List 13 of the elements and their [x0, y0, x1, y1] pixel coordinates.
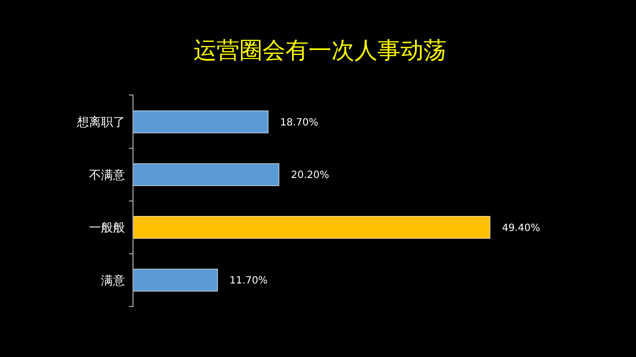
- y-tick-label: 不满意: [89, 168, 125, 182]
- chart-title: 运营圈会有一次人事动荡: [194, 38, 446, 64]
- data-label: 18.70%: [280, 117, 318, 128]
- bar: [132, 110, 268, 134]
- bar: [132, 268, 218, 292]
- bar: [132, 163, 280, 186]
- y-tick-label: 想离职了: [76, 115, 125, 130]
- bar: [132, 216, 490, 239]
- y-tick-label: 一般般: [89, 220, 125, 235]
- y-tick-label: 满意: [101, 273, 125, 288]
- data-label: 49.40%: [502, 222, 540, 234]
- data-label: 20.20%: [290, 170, 330, 182]
- data-label: 11.70%: [230, 276, 268, 287]
